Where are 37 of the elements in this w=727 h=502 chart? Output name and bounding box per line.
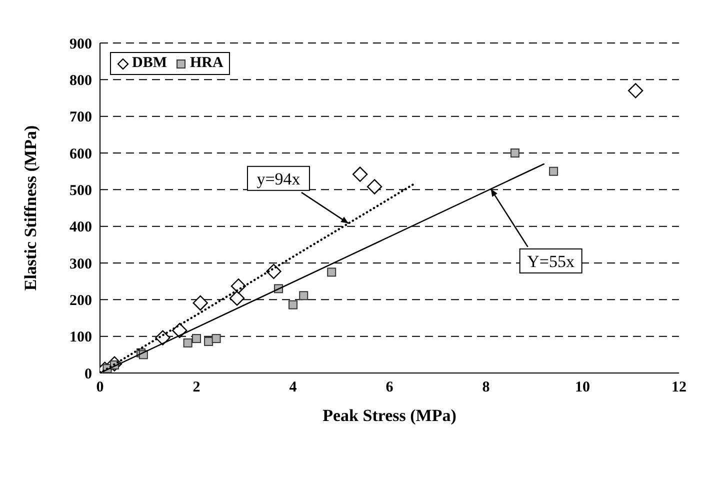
y-tick-label: 900 xyxy=(70,36,92,52)
y-tick-label: 700 xyxy=(70,110,92,126)
point xyxy=(510,148,520,158)
y-tick-label: 800 xyxy=(70,72,92,89)
legend-label: DBM xyxy=(131,55,167,72)
y-tick-label: 300 xyxy=(70,256,92,272)
y-tick-label: 0 xyxy=(84,366,92,382)
point xyxy=(628,83,644,98)
y-tick-label: 100 xyxy=(70,330,92,346)
point xyxy=(192,295,208,311)
point xyxy=(327,268,336,277)
y-tick-label: 400 xyxy=(70,220,92,236)
annotation: Y=55x xyxy=(527,252,575,271)
point xyxy=(366,179,382,194)
x-tick-label: 8 xyxy=(482,380,490,396)
point xyxy=(549,166,558,176)
point xyxy=(352,166,368,182)
point xyxy=(299,291,308,300)
point xyxy=(288,300,298,310)
point xyxy=(212,334,221,344)
x-tick-label: 12 xyxy=(672,380,686,396)
y-axis-title: Elastic Stiffness (MPa) xyxy=(21,125,40,291)
y-tick-label: 500 xyxy=(70,182,92,199)
x-tick-label: 0 xyxy=(96,380,104,396)
y-tick-label: 600 xyxy=(70,146,92,162)
annotation: y=94x xyxy=(256,169,301,188)
x-tick-label: 6 xyxy=(386,380,394,396)
x-tick-label: 2 xyxy=(192,380,200,396)
x-axis-title: Peak Stress (MPa) xyxy=(322,406,456,425)
point xyxy=(204,336,214,346)
y-tick-label: 200 xyxy=(70,292,92,309)
point xyxy=(229,290,245,306)
legend-label: HRA xyxy=(189,55,224,72)
x-tick-label: 10 xyxy=(575,380,590,396)
point xyxy=(192,334,201,344)
x-tick-label: 4 xyxy=(289,380,298,396)
point xyxy=(183,338,192,348)
